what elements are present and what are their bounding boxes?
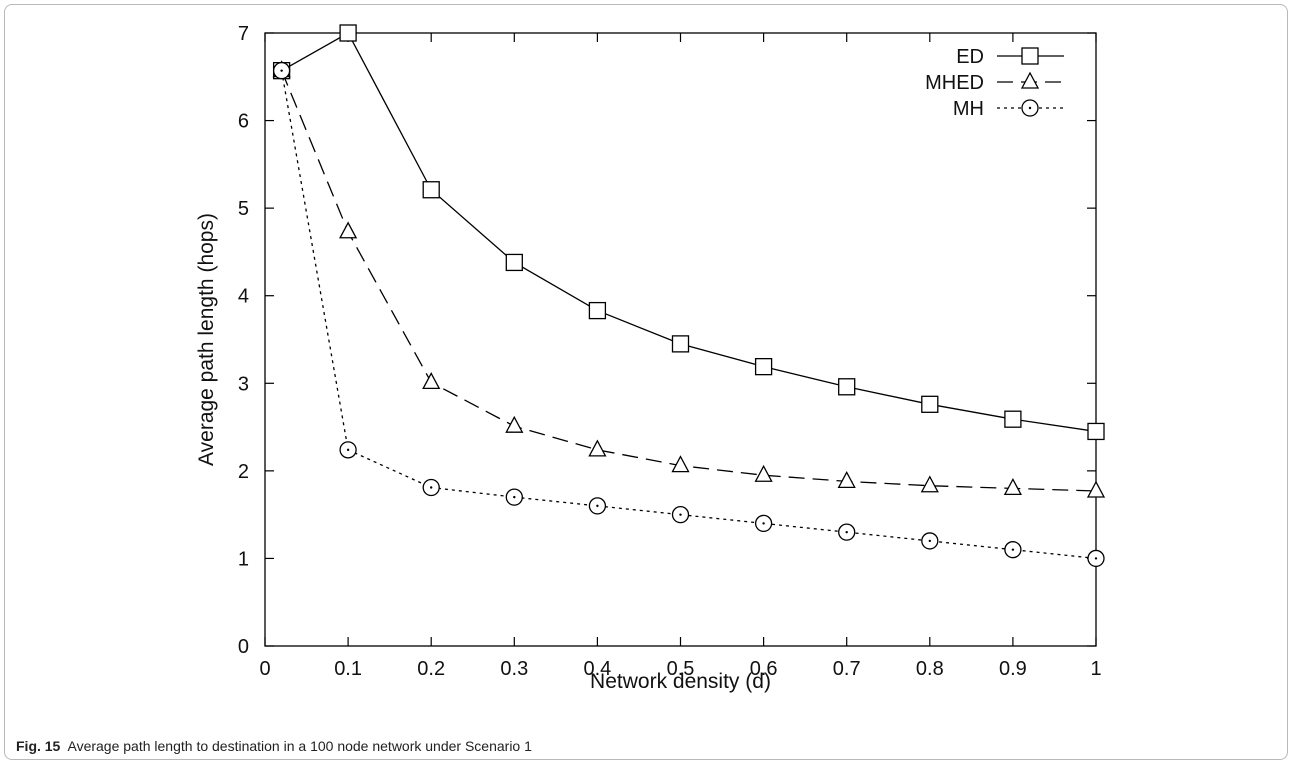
y-tick-label: 7 xyxy=(238,23,249,45)
x-axis-label: Network density (d) xyxy=(590,670,771,693)
caption-text: Average path length to destination in a … xyxy=(67,738,532,754)
y-tick-label: 6 xyxy=(238,111,249,133)
data-point-mhed xyxy=(422,372,441,390)
data-point-mhed xyxy=(754,464,773,482)
y-tick-label: 3 xyxy=(238,373,249,395)
x-tick-label: 0.9 xyxy=(999,658,1027,680)
figure-caption: Fig. 15 Average path length to destinati… xyxy=(16,738,532,754)
data-point-mhed xyxy=(671,455,690,473)
data-point-ed xyxy=(754,357,773,376)
x-tick-label: 0 xyxy=(259,658,270,680)
legend-label-ed: ED xyxy=(956,46,984,68)
y-tick-label: 0 xyxy=(238,636,249,658)
data-point-ed xyxy=(505,253,523,272)
data-point-mh-dot xyxy=(679,513,682,516)
data-point-ed xyxy=(921,395,939,413)
data-point-mh-dot xyxy=(280,69,283,72)
legend-label-mhed: MHED xyxy=(925,72,984,94)
y-tick-label: 2 xyxy=(238,461,249,483)
data-point-mhed xyxy=(588,439,607,457)
data-point-mh-dot xyxy=(596,504,599,508)
x-tick-label: 1 xyxy=(1090,658,1101,680)
data-point-mhed xyxy=(837,470,856,489)
data-point-ed xyxy=(1087,422,1105,441)
y-tick-label: 1 xyxy=(238,548,249,570)
y-axis-label: Average path length (hops) xyxy=(195,213,218,466)
data-point-mh-dot xyxy=(845,530,848,534)
series-line-mh xyxy=(280,70,1097,560)
x-tick-label: 0.7 xyxy=(833,658,861,680)
y-tick-label: 4 xyxy=(238,286,249,308)
data-point-ed xyxy=(422,181,440,199)
data-point-mh-dot xyxy=(928,539,931,543)
figure-frame xyxy=(4,4,1288,760)
x-tick-label: 0.3 xyxy=(500,658,528,680)
data-point-mhed xyxy=(505,415,524,433)
data-point-mh-dot xyxy=(430,486,433,489)
data-point-ed xyxy=(339,24,357,42)
data-point-mh-dot xyxy=(346,448,350,452)
figure-label: Fig. 15 xyxy=(16,738,61,754)
data-point-mh-dot xyxy=(762,522,765,525)
legend-marker-ed xyxy=(1021,47,1039,65)
x-tick-label: 0.2 xyxy=(417,658,445,680)
x-tick-label: 0.1 xyxy=(334,658,362,680)
data-point-ed xyxy=(1004,410,1022,428)
data-point-ed xyxy=(671,335,690,353)
x-tick-label: 0.8 xyxy=(916,658,944,680)
chart-marks: 0 0.1 0.2 0.3 0.4 0.5 0.6 0.7 0.8 0.9 1 0 1 2 3 4 5 6 7 ED M… xyxy=(238,23,1106,680)
data-point-mh-dot xyxy=(1011,548,1015,551)
data-point-mhed xyxy=(920,475,939,493)
data-point-mhed xyxy=(339,221,358,239)
data-point-mh-dot xyxy=(513,495,516,499)
x-tick-label: 0.4 xyxy=(583,658,611,680)
series-line-mhed xyxy=(281,70,1097,492)
legend-label-mh: MH xyxy=(953,98,984,120)
data-point-ed xyxy=(588,301,607,320)
data-point-mhed xyxy=(1086,480,1106,498)
data-point-mhed xyxy=(1003,477,1022,496)
x-tick-label: 0.5 xyxy=(667,658,695,680)
legend-marker-mh-dot xyxy=(1028,106,1032,110)
legend-marker-mhed xyxy=(1020,71,1040,89)
data-point-ed xyxy=(838,378,856,396)
x-tick-label: 0.6 xyxy=(750,658,778,680)
data-point-mh-dot xyxy=(1094,557,1098,560)
y-tick-label: 5 xyxy=(238,198,249,220)
